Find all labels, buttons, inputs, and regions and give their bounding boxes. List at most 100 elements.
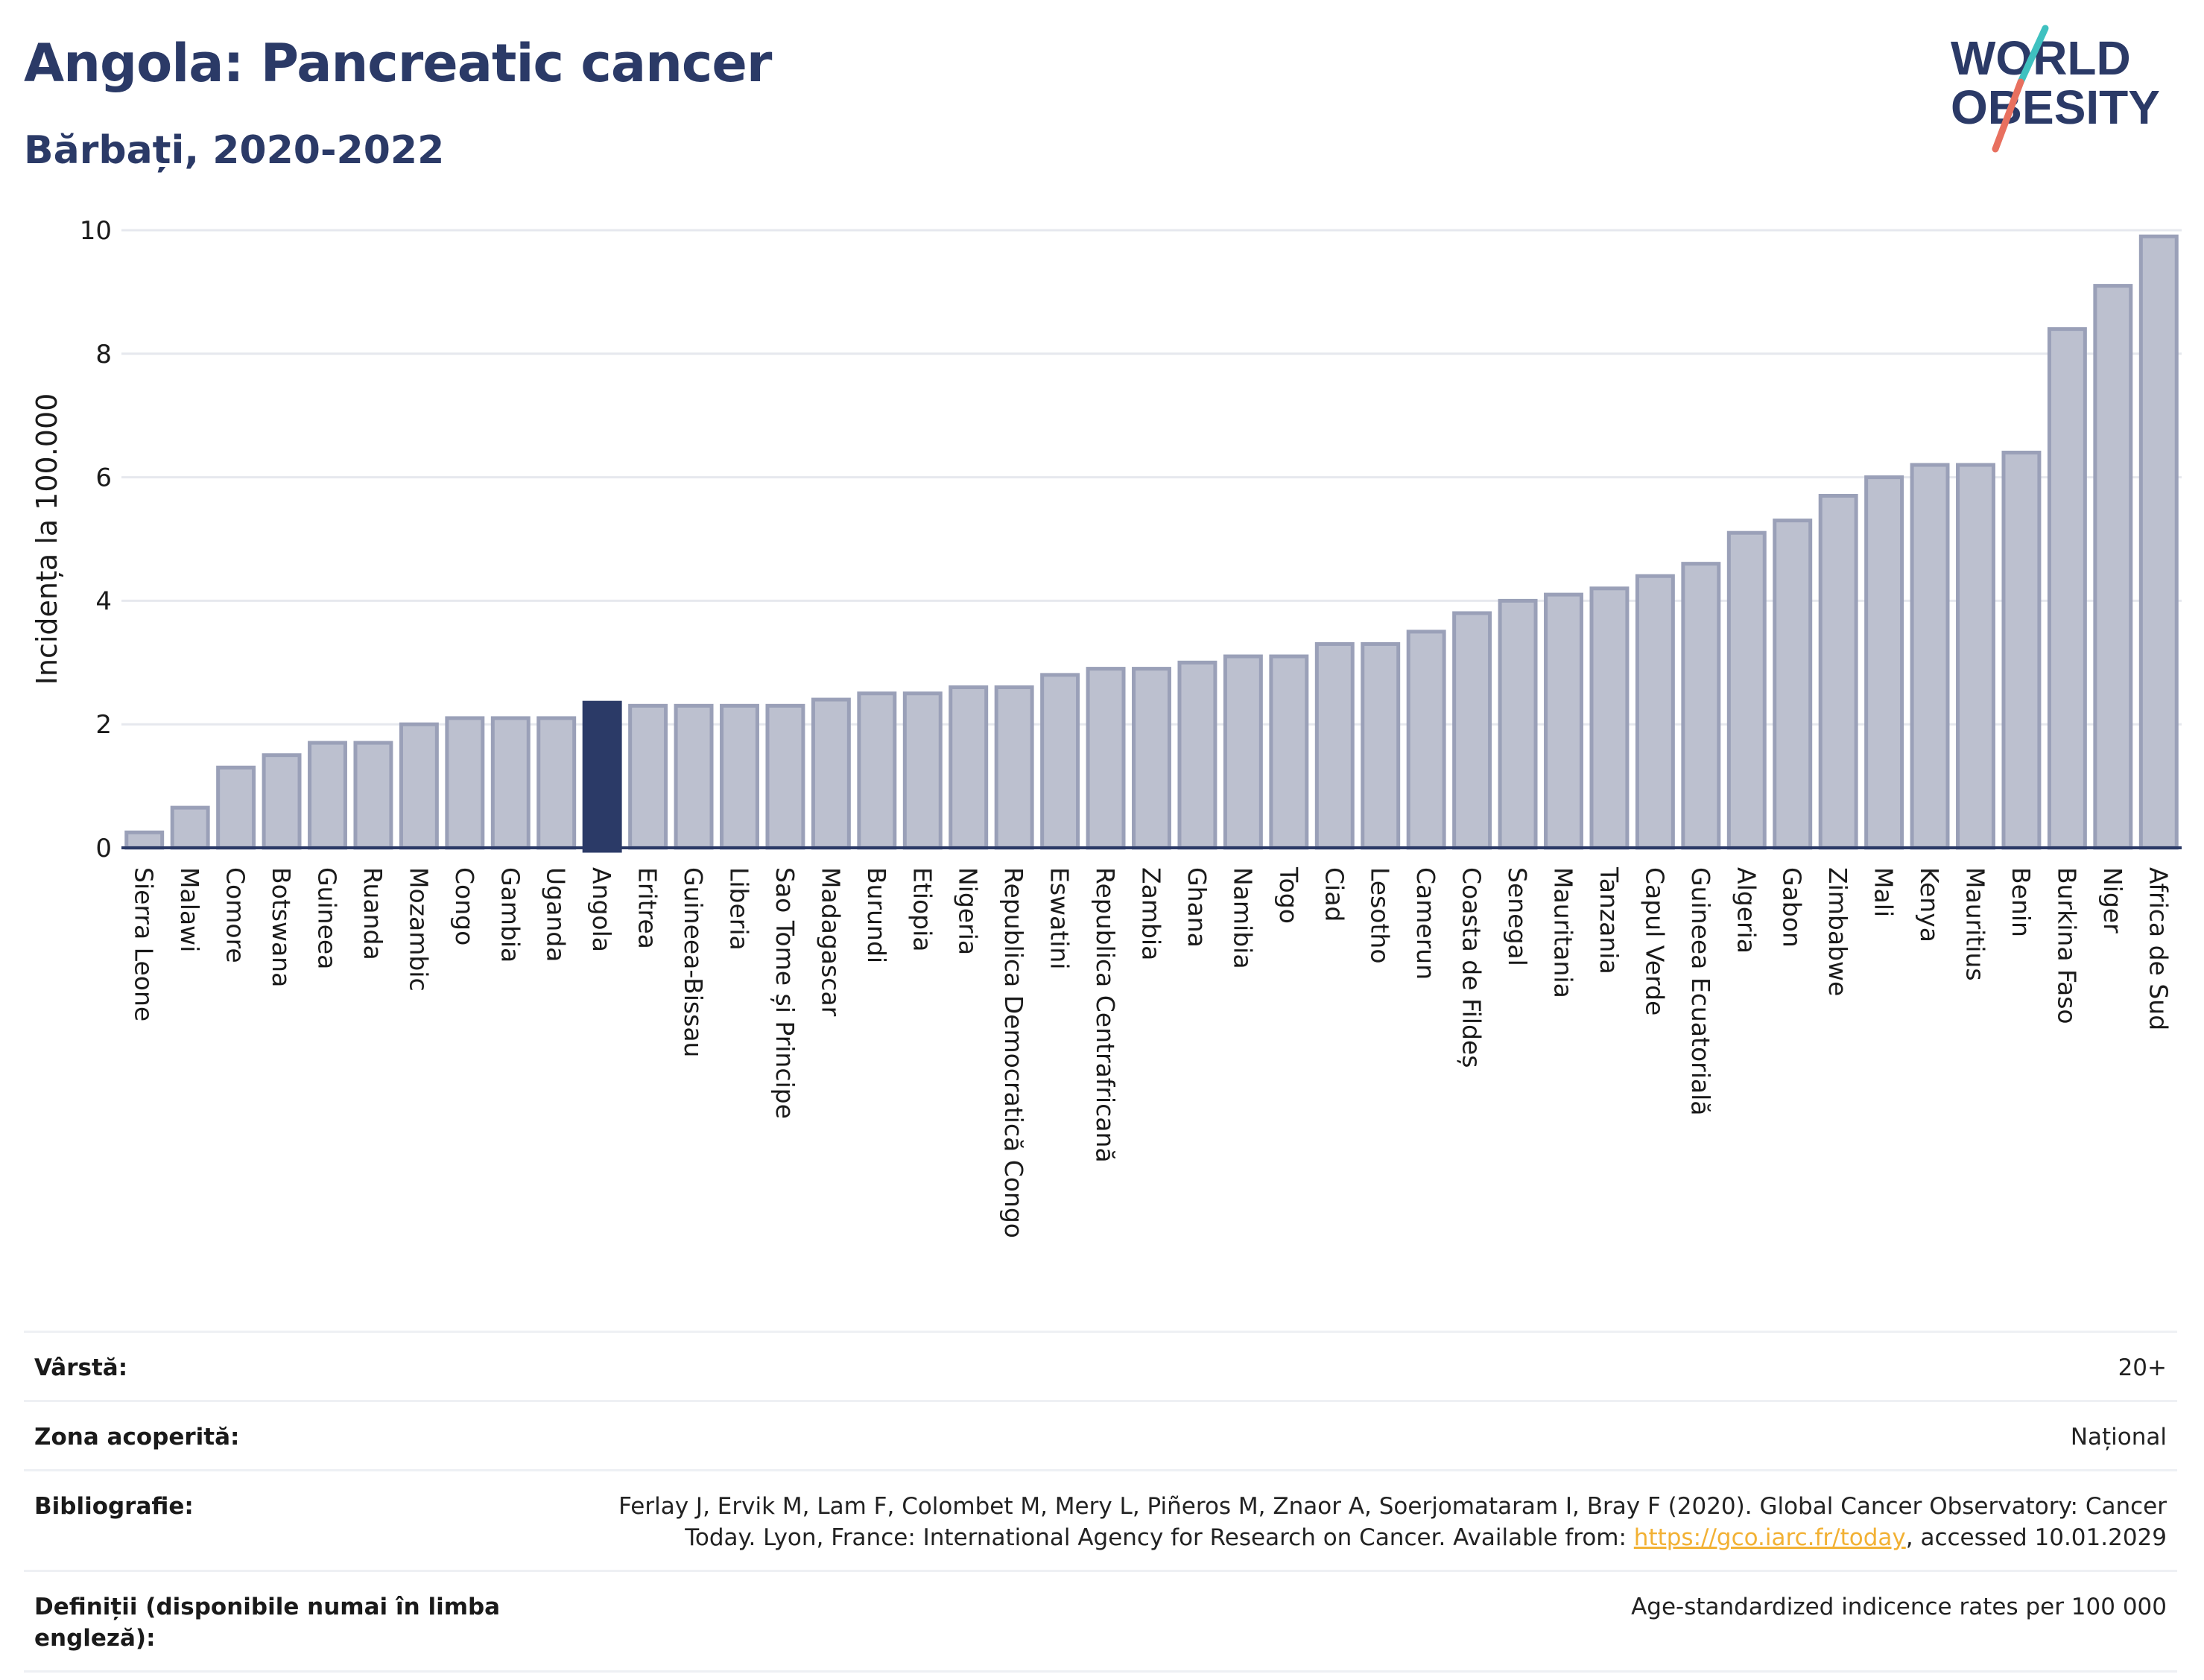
y-tick-label: 10 <box>80 216 112 246</box>
x-tick-label: Senegal <box>1503 867 1532 966</box>
x-tick-label: Namibia <box>1228 867 1257 969</box>
x-tick-label: Gabon <box>1778 867 1807 948</box>
y-tick-label: 4 <box>95 586 112 616</box>
x-tick-label: Sao Tome și Principe <box>770 867 799 1119</box>
bar-lesotho <box>1361 641 1401 850</box>
chart-title: Angola: Pancreatic cancer <box>24 33 772 94</box>
x-tick-label: Etiopia <box>908 867 937 952</box>
bar-liberia <box>720 703 759 850</box>
bar-eswatini <box>1040 673 1080 850</box>
bar-senegal <box>1498 598 1538 850</box>
bar-namibia <box>1223 654 1263 850</box>
bar-mali <box>1864 475 1904 850</box>
x-tick-label: Liberia <box>725 867 754 951</box>
x-tick-label: Benin <box>2007 867 2036 937</box>
info-row-age: Vârstă: 20+ <box>24 1331 2177 1400</box>
x-tick-label: Mozambic <box>404 867 433 992</box>
info-label-age: Vârstă: <box>34 1354 128 1381</box>
x-tick-label: Eswatini <box>1045 867 1074 969</box>
x-tick-label: Ciad <box>1320 867 1349 922</box>
x-tick-label: Eritrea <box>633 867 662 949</box>
bibliography-text: Ferlay J, Ervik M, Lam F, Colombet M, Me… <box>618 1493 2167 1551</box>
x-tick-label: Guineea-Bissau <box>679 867 708 1057</box>
bar-republica-centrafrican- <box>1086 667 1126 850</box>
bar-eritrea <box>628 703 668 850</box>
bar-zimbabwe <box>1818 493 1858 850</box>
bar-ruanda <box>353 741 393 850</box>
bar-camerun <box>1406 630 1446 850</box>
logo-slash-bottom <box>1992 78 2024 153</box>
x-tick-label: Guineea <box>313 867 342 969</box>
info-value-coverage: Național <box>2070 1424 2167 1451</box>
logo-slash-top <box>2017 25 2049 86</box>
x-tick-label: Capul Verde <box>1640 867 1669 1015</box>
x-tick-label: Botswana <box>267 867 296 987</box>
bar-guineea-bissau <box>674 703 714 850</box>
y-axis-label: Incidența la 100.000 <box>31 393 63 685</box>
info-label-coverage: Zona acoperită: <box>34 1424 240 1451</box>
info-row-bibliography: Bibliografie: Ferlay J, Ervik M, Lam F, … <box>24 1469 2177 1570</box>
bar-etiopia <box>902 691 943 850</box>
x-tick-label: Malawi <box>175 867 204 952</box>
x-tick-label: Niger <box>2098 867 2127 933</box>
bar-guineea-ecuatorial- <box>1681 562 1721 850</box>
bar-sao-tome-i-principe <box>765 703 805 850</box>
world-obesity-logo: WORLD OBESITY <box>1951 25 2160 153</box>
bar-capul-verde <box>1635 574 1675 850</box>
x-tick-label: Mauritius <box>1961 867 1990 981</box>
x-tick-label: Madagascar <box>816 867 845 1017</box>
x-tick-label: Guineea Ecuatorială <box>1686 867 1715 1116</box>
bar-mauritania <box>1544 592 1583 850</box>
bar-mauritius <box>1956 463 1995 850</box>
bar-guineea <box>308 741 347 850</box>
bar-burkina-faso <box>2047 327 2087 850</box>
bar-togo <box>1269 654 1309 850</box>
x-tick-label: Sierra Leone <box>130 867 159 1021</box>
x-tick-label: Algeria <box>1732 867 1761 954</box>
x-tick-label: Coasta de Fildeș <box>1457 867 1486 1068</box>
x-tick-label: Tanzania <box>1595 866 1624 974</box>
bar-ghana <box>1177 660 1217 850</box>
x-tick-label: Mauritania <box>1549 867 1578 998</box>
x-tick-label: Zimbabwe <box>1823 867 1852 996</box>
bar-malawi <box>170 805 210 850</box>
bar-burundi <box>857 691 897 850</box>
bar-gabon <box>1773 519 1813 850</box>
bar-benin <box>2001 450 2042 850</box>
x-tick-label: Zambia <box>1137 867 1166 960</box>
bar-ciad <box>1314 641 1355 850</box>
x-tick-label: Nigeria <box>954 867 983 955</box>
y-tick-label: 2 <box>95 710 112 740</box>
bar-tanzania <box>1589 586 1630 850</box>
bar-uganda <box>536 716 577 850</box>
info-row-coverage: Zona acoperită: Național <box>24 1400 2177 1469</box>
bar-algeria <box>1726 530 1767 850</box>
bar-republica-democratic-congo <box>994 685 1034 850</box>
x-tick-label: Gambia <box>495 867 525 963</box>
x-tick-label: Burkina Faso <box>2052 867 2081 1024</box>
bar-africa-de-sud <box>2138 234 2179 850</box>
x-tick-label: Angola <box>587 867 616 952</box>
x-tick-label: Togo <box>1274 866 1303 924</box>
info-row-definitions: Definiții (disponibile numai în limba en… <box>24 1570 2177 1673</box>
bar-angola <box>582 700 622 853</box>
x-tick-label: Congo <box>450 867 479 945</box>
bar-sierra-leone <box>124 830 165 850</box>
y-tick-label: 8 <box>95 340 112 370</box>
x-tick-label: Burundi <box>862 867 891 963</box>
bibliography-link[interactable]: https://gco.iarc.fr/today <box>1633 1524 1906 1551</box>
x-tick-label: Lesotho <box>1366 867 1395 964</box>
x-tick-label: Republica Centrafricană <box>1091 867 1120 1163</box>
x-tick-label: Comore <box>221 867 250 963</box>
bar-zambia <box>1132 667 1171 850</box>
bar-gambia <box>490 716 531 850</box>
bar-comore <box>216 765 256 850</box>
x-tick-label: Kenya <box>1915 867 1944 942</box>
info-value-age: 20+ <box>2118 1354 2167 1381</box>
info-value-bibliography: Ferlay J, Ervik M, Lam F, Colombet M, Me… <box>565 1491 2167 1553</box>
x-tick-label: Mali <box>1869 867 1899 917</box>
bar-congo <box>445 716 485 850</box>
x-tick-label: Ruanda <box>358 867 387 960</box>
bar-botswana <box>262 753 302 850</box>
info-value-definitions: Age-standardized indicence rates per 100… <box>1631 1594 2167 1620</box>
